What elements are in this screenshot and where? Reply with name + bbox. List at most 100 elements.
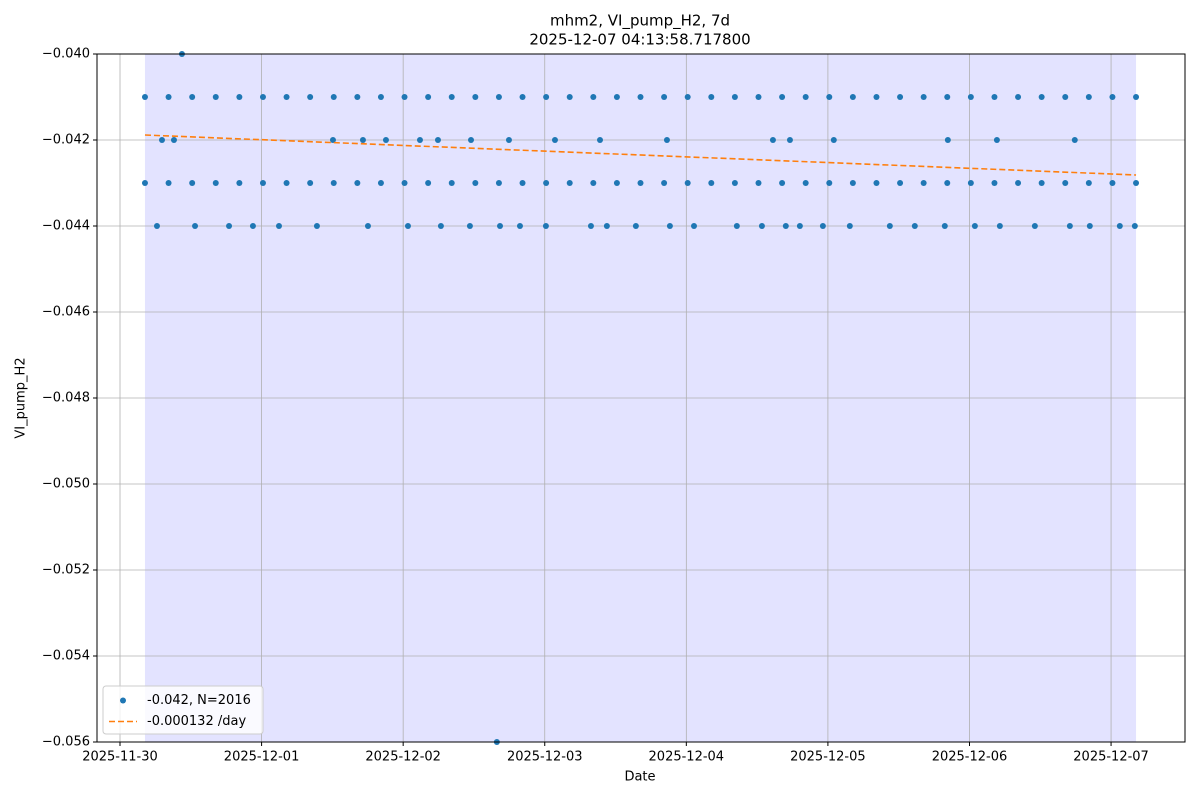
data-point [920,94,927,100]
data-point [1038,180,1045,186]
data-point [212,180,219,186]
data-point [632,223,639,229]
data-point [967,94,974,100]
data-point [779,180,786,186]
data-point [275,223,282,229]
data-point [516,223,523,229]
trend-line [144,134,1137,176]
data-point [603,223,610,229]
data-point [769,137,776,143]
data-point [661,94,668,100]
data-point [944,94,951,100]
y-tick-label: −0.044 [42,219,90,234]
data-point [189,94,196,100]
data-point [1062,94,1069,100]
data-point [731,180,738,186]
data-point [731,94,738,100]
data-point [911,223,918,229]
data-point [993,137,1000,143]
data-point [846,223,853,229]
data-point [708,180,715,186]
data-point [519,180,526,186]
y-tick-label: −0.048 [42,391,90,406]
legend-label: -0.042, N=2016 [147,693,251,708]
data-point [849,94,856,100]
data-point [189,180,196,186]
data-point [566,180,573,186]
data-point [920,180,927,186]
chart-subtitle: 2025-12-07 04:13:58.717800 [529,31,750,49]
x-tick-label: 2025-12-07 [1073,750,1149,765]
data-point [377,94,384,100]
data-point [543,94,550,100]
data-point [944,137,951,143]
legend-box [102,685,264,735]
data-point [897,94,904,100]
data-point [1131,223,1138,229]
data-point [226,223,233,229]
data-point [313,223,320,229]
data-point [967,180,974,186]
data-point [613,94,620,100]
data-point [1116,223,1123,229]
x-axis-label: Date [624,770,655,785]
data-point [944,180,951,186]
data-point [684,94,691,100]
y-tick-label: −0.042 [42,133,90,148]
data-point [796,223,803,229]
y-tick-label: −0.056 [42,735,90,750]
y-tick-label: −0.046 [42,305,90,320]
data-point [1015,180,1022,186]
data-point [886,223,893,229]
data-point [755,180,762,186]
data-point [472,94,479,100]
data-point [1031,223,1038,229]
x-tick-label: 2025-12-01 [224,750,300,765]
data-point [597,137,604,143]
data-point [495,180,502,186]
data-point [897,180,904,186]
data-point [991,94,998,100]
data-point [543,180,550,186]
data-point [551,137,558,143]
data-point [466,223,473,229]
data-point [1109,180,1116,186]
data-point [448,180,455,186]
data-point [505,137,512,143]
data-point [613,180,620,186]
data-point [448,94,455,100]
data-point [663,137,670,143]
data-point [354,94,361,100]
data-point [519,94,526,100]
data-point [495,94,502,100]
data-point [1086,223,1093,229]
data-point [425,94,432,100]
data-point [758,223,765,229]
data-point [165,180,172,186]
data-point [590,94,597,100]
data-point [158,137,165,143]
data-point [819,223,826,229]
data-point [991,180,998,186]
data-point [307,180,314,186]
data-point [401,180,408,186]
data-point [1085,180,1092,186]
y-tick-label: −0.052 [42,563,90,578]
data-point [165,94,172,100]
data-point [401,94,408,100]
data-point [1062,180,1069,186]
y-axis-label: VI_pump_H2 [14,357,29,438]
data-point [708,94,715,100]
data-point [666,223,673,229]
axes-frame [96,53,1186,743]
data-point [468,137,475,143]
data-point [364,223,371,229]
data-point [1133,94,1140,100]
data-point [1071,137,1078,143]
x-tick-label: 2025-12-05 [790,750,866,765]
data-point [354,180,361,186]
x-tick-label: 2025-12-04 [649,750,725,765]
